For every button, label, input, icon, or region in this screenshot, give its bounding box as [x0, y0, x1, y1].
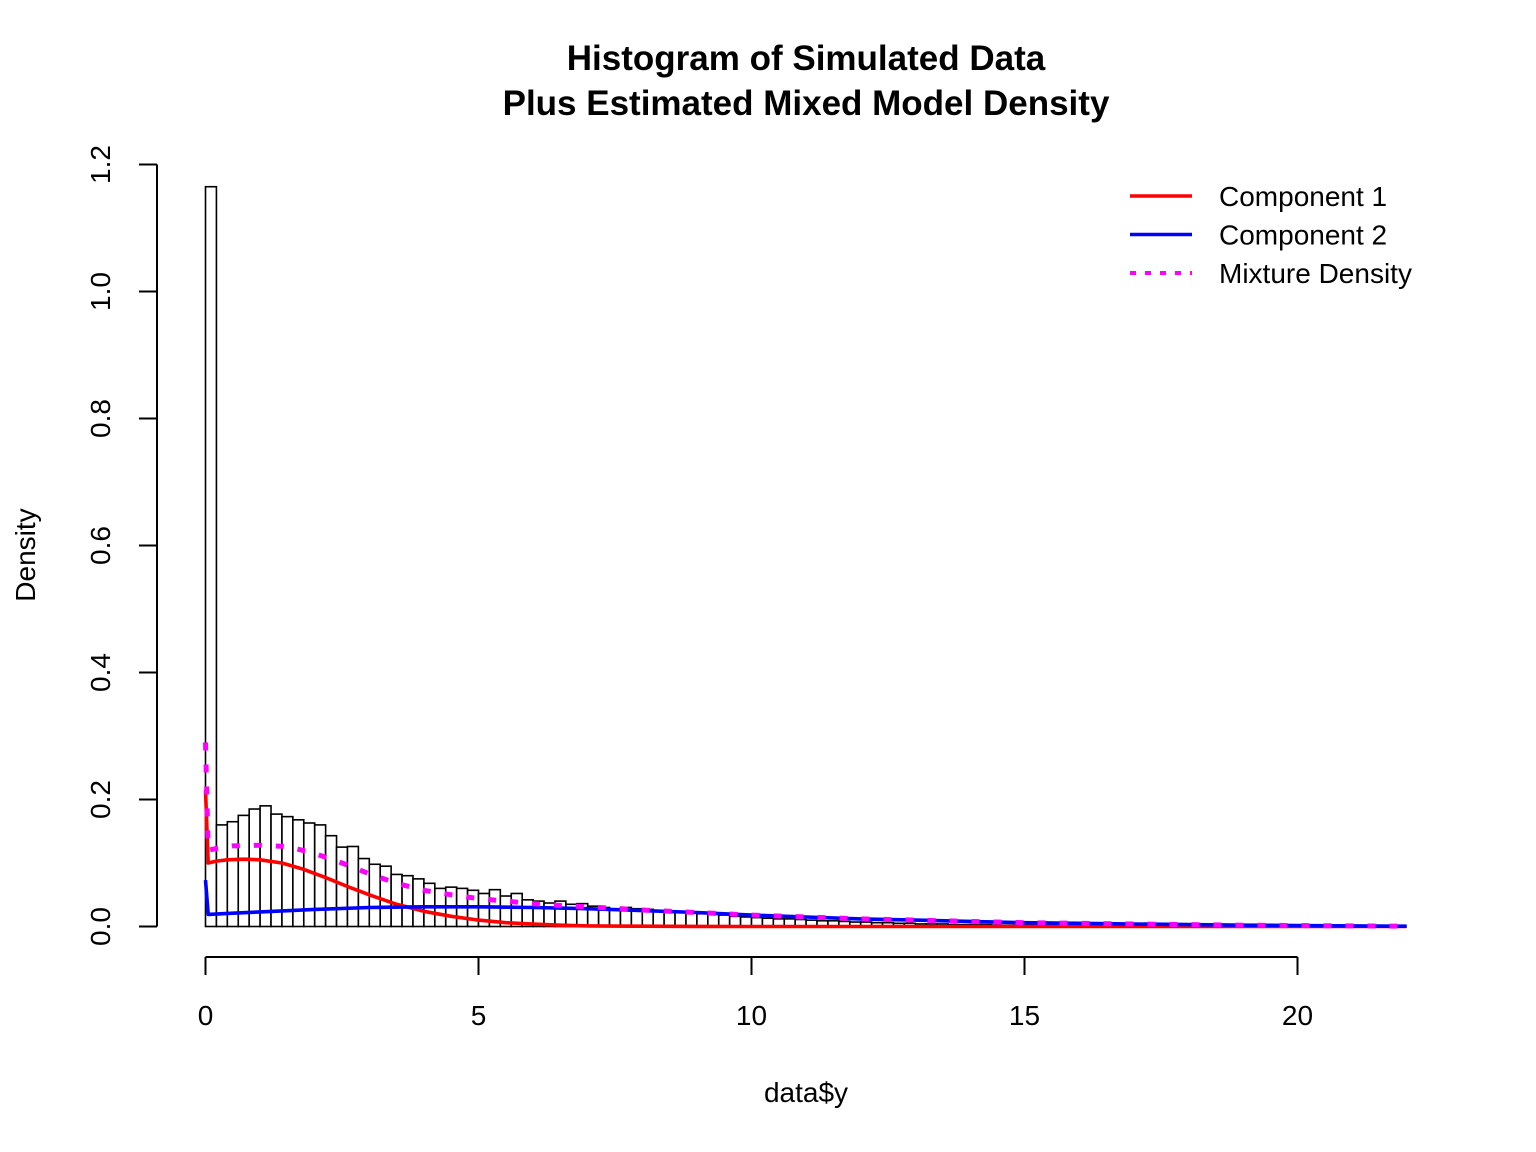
legend-label: Component 1: [1219, 181, 1387, 212]
series-line-component-2: [203, 879, 1407, 928]
y-tick-label: 0.2: [85, 780, 116, 819]
legend-label: Mixture Density: [1219, 258, 1412, 289]
series-line-component-1: [203, 789, 1407, 929]
legend: Component 1 Component 2 Mixture Density: [1130, 181, 1412, 289]
histogram-bar: [237, 814, 250, 928]
histogram-bars: [204, 185, 1190, 928]
x-axis-title: data$y: [764, 1077, 848, 1108]
chart-title: Histogram of Simulated Data: [567, 39, 1046, 78]
x-tick-label: 15: [1009, 1000, 1040, 1031]
histogram-bar: [248, 808, 261, 928]
x-tick-label: 5: [471, 1000, 487, 1031]
density-lines: [203, 742, 1407, 929]
x-tick-label: 10: [736, 1000, 767, 1031]
histogram-bar: [226, 820, 240, 928]
y-tick-label: 0.0: [85, 907, 116, 946]
histogram-bar: [215, 824, 229, 928]
histogram-bar: [685, 912, 698, 928]
y-tick-label: 0.6: [85, 526, 116, 565]
x-tick-label: 20: [1282, 1000, 1313, 1031]
chart-subtitle: Plus Estimated Mixed Model Density: [503, 84, 1110, 123]
y-tick-label: 0.4: [85, 653, 116, 692]
histogram-bar: [204, 185, 218, 928]
histogram-bar: [259, 805, 272, 928]
histogram-bar: [390, 873, 403, 928]
histogram-bar: [696, 912, 709, 928]
y-tick-label: 1.0: [85, 272, 116, 311]
histogram-bar: [379, 865, 392, 928]
legend-label: Component 2: [1219, 220, 1387, 251]
x-tick-label: 0: [198, 1000, 214, 1031]
y-axis-title: Density: [10, 508, 41, 601]
y-tick-label: 0.8: [85, 399, 116, 438]
y-tick-label: 1.2: [85, 145, 116, 184]
histogram-bar: [412, 878, 425, 928]
y-axis: 0.0 0.2 0.4 0.6 0.8 1.0 1.2: [85, 145, 158, 946]
x-axis: 0 5 10 15 20: [198, 956, 1313, 1031]
histogram-bar: [674, 911, 687, 928]
